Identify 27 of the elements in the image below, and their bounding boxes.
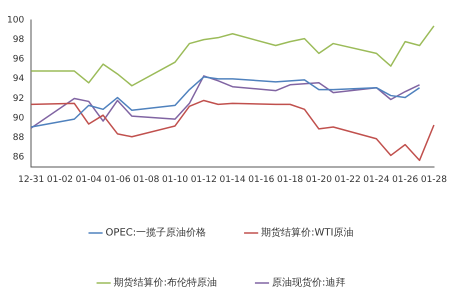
x-tick-label: 01-16 bbox=[248, 174, 275, 185]
x-tick-label: 01-20 bbox=[306, 174, 332, 185]
y-tick-label: 90 bbox=[12, 113, 24, 124]
x-tick-label: 01-06 bbox=[104, 174, 131, 185]
x-tick-label: 01-14 bbox=[219, 174, 246, 185]
y-tick-label: 100 bbox=[6, 15, 24, 26]
legend-label: 原油现货价:迪拜 bbox=[272, 276, 346, 289]
x-tick-label: 01-10 bbox=[162, 174, 188, 185]
y-tick-label: 94 bbox=[12, 74, 24, 84]
y-tick-label: 98 bbox=[12, 34, 24, 45]
y-tick-label: 88 bbox=[12, 133, 24, 144]
x-tick-label: 01-22 bbox=[334, 174, 361, 185]
x-tick-label: 01-24 bbox=[363, 174, 390, 185]
legend-label: OPEC:一揽子原油价格 bbox=[106, 226, 206, 239]
y-tick-label: 96 bbox=[12, 54, 24, 65]
legend-label: 期货结算价:布伦特原油 bbox=[114, 276, 218, 289]
x-tick-label: 01-28 bbox=[420, 174, 448, 185]
x-tick-label: 01-02 bbox=[46, 174, 74, 185]
x-tick-label: 01-12 bbox=[190, 174, 217, 185]
x-tick-label: 01-08 bbox=[133, 174, 160, 185]
legend-label: 期货结算价:WTI原油 bbox=[261, 226, 354, 239]
x-tick-label: 01-18 bbox=[277, 174, 304, 185]
y-tick-label: 92 bbox=[12, 94, 24, 104]
x-tick-label: 01-26 bbox=[392, 174, 419, 185]
x-tick-label: 01-04 bbox=[76, 174, 102, 185]
y-tick-label: 86 bbox=[12, 152, 24, 163]
x-tick-label: 12-31 bbox=[18, 174, 44, 185]
